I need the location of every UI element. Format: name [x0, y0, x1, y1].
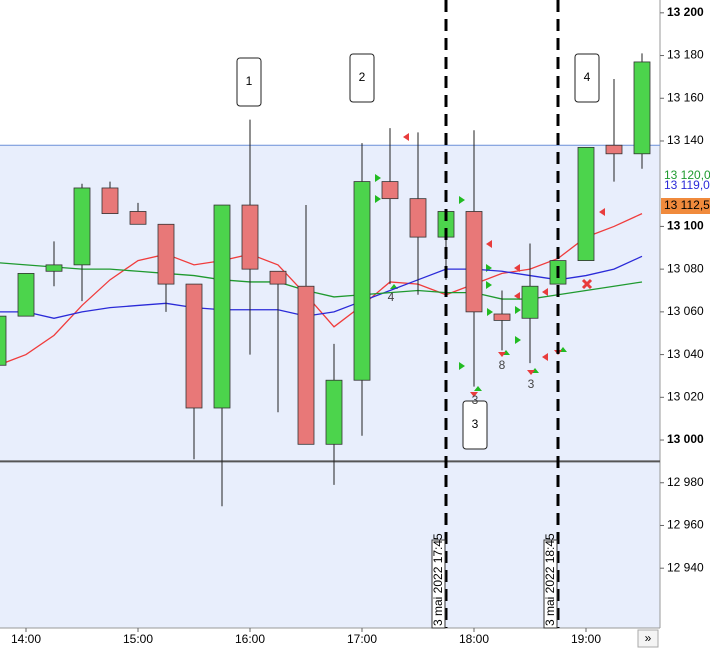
time-axis	[0, 628, 710, 649]
event-label: 3 mai 2022 18:45	[543, 533, 557, 626]
y-tick-label: 13 200	[667, 5, 704, 19]
candle-body	[381, 181, 399, 200]
x-tick-label: 19:00	[571, 632, 601, 646]
candle-body	[297, 285, 315, 445]
annotation: 1	[246, 74, 253, 88]
annotation-box	[236, 57, 262, 107]
candle-body	[409, 198, 427, 238]
annotation-box	[349, 53, 375, 103]
y-tick-label: 13 140	[667, 133, 704, 147]
candle-body	[605, 144, 623, 155]
event-label-box	[543, 539, 558, 629]
y-tick-label: 13 000	[667, 432, 704, 446]
candle-body	[185, 283, 203, 409]
y-tick-label: 13 060	[667, 304, 704, 318]
candle-body	[45, 264, 63, 272]
candle-body	[269, 270, 287, 285]
signal-label: 3	[472, 393, 479, 407]
signal-label: 4	[388, 290, 395, 304]
candle-body	[101, 187, 119, 215]
annotation: 4	[584, 70, 591, 84]
moving-average	[0, 255, 643, 319]
more-button[interactable]: »	[645, 631, 652, 645]
price-axis	[660, 0, 710, 649]
more-button-box[interactable]	[637, 629, 659, 648]
candle-body	[521, 285, 539, 319]
y-tick-label: 12 980	[667, 475, 704, 489]
candle-body	[577, 146, 595, 261]
x-tick-label: 14:00	[11, 632, 41, 646]
price-tag: 13 112,5	[664, 198, 710, 212]
moving-average	[0, 213, 643, 366]
y-tick-label: 12 960	[667, 518, 704, 532]
y-tick-label: 13 020	[667, 389, 704, 403]
candle-body	[213, 204, 231, 409]
price-tag-box	[661, 198, 710, 214]
candle-body	[325, 379, 343, 445]
x-tick-label: 16:00	[235, 632, 265, 646]
price-tag: 13 120,0	[664, 168, 710, 182]
candle-body	[17, 273, 35, 317]
signal-label: 3	[528, 377, 535, 391]
annotation: 2	[359, 70, 366, 84]
y-tick-label: 13 080	[667, 261, 704, 275]
sell-signals	[403, 133, 605, 397]
y-tick-label: 12 940	[667, 560, 704, 574]
y-tick-label: 13 100	[667, 219, 704, 233]
candle-body	[353, 181, 371, 381]
candle-body	[157, 223, 175, 285]
candle-body	[73, 187, 91, 266]
candle-body	[465, 211, 483, 313]
candle-body	[493, 313, 511, 321]
candle-body	[633, 61, 651, 155]
candle-body	[241, 204, 259, 270]
candle-body	[0, 315, 7, 366]
y-tick-label: 13 160	[667, 90, 704, 104]
event-label-box	[431, 539, 446, 629]
y-tick-label: 13 180	[667, 48, 704, 62]
annotation-box	[574, 53, 600, 103]
x-tick-label: 17:00	[347, 632, 377, 646]
price-tag: 13 119,0	[664, 178, 710, 192]
signal-label: 8	[499, 358, 506, 372]
y-tick-label: 13 040	[667, 347, 704, 361]
x-tick-label: 15:00	[123, 632, 153, 646]
x-tick-label: 18:00	[459, 632, 489, 646]
annotation-box	[462, 400, 488, 450]
candle-body	[129, 211, 147, 225]
event-label: 3 mai 2022 17:45	[431, 533, 445, 626]
annotation: 3	[472, 417, 479, 431]
